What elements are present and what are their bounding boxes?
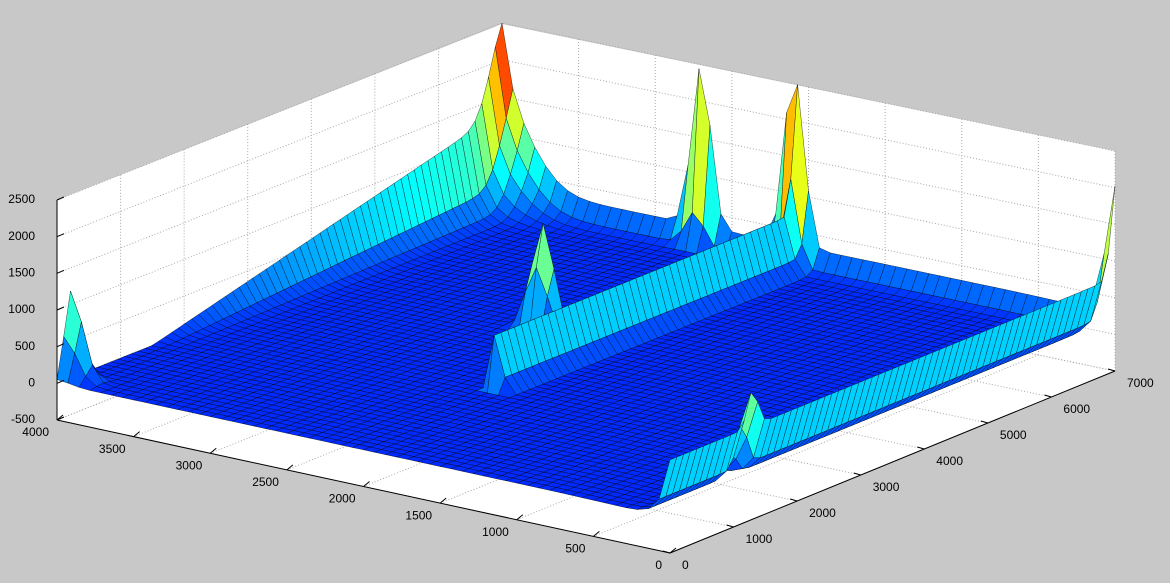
x-tick-label: 2000: [329, 492, 356, 506]
x-tick-label: 2500: [252, 475, 279, 489]
floor-grid-line: [593, 354, 1039, 537]
tick-mark: [56, 343, 65, 348]
back-grid-line: [56, 95, 503, 274]
y-tick-label: 5000: [1000, 428, 1027, 442]
surface: [56, 22, 1116, 510]
z-tick-label: 500: [15, 339, 35, 353]
tick-mark: [56, 269, 65, 274]
tick-mark: [56, 196, 65, 201]
z-tick-label: 1000: [8, 302, 35, 316]
x-tick-label: 1500: [405, 508, 432, 522]
z-tick-label: 2500: [8, 192, 35, 206]
tick-labels: 0 500 1000 1500 2000 2500 3000 3500 4000 0 1000 200…: [8, 192, 1154, 572]
y-tick-label: 7000: [1127, 376, 1154, 390]
tick-mark: [56, 306, 65, 311]
tick-mark: [56, 416, 65, 421]
x-tick-label: 4000: [22, 425, 49, 439]
tick-mark: [593, 530, 600, 537]
back-grid-line: [56, 59, 503, 238]
tick-mark: [56, 233, 65, 238]
tick-mark: [209, 447, 217, 454]
back-grid-line: [56, 22, 503, 201]
tick-mark: [790, 498, 798, 502]
z-tick-label: -500: [11, 412, 35, 426]
tick-mark: [669, 547, 677, 554]
y-tick-label: 1000: [746, 532, 773, 546]
tick-mark: [853, 472, 861, 476]
tick-mark: [917, 446, 925, 450]
tick-mark: [363, 481, 370, 487]
tick-mark: [516, 514, 524, 521]
tick-mark: [56, 379, 65, 384]
surface-patch: [658, 456, 677, 500]
tick-mark: [286, 464, 294, 471]
y-tick-label: 2000: [809, 506, 836, 520]
y-axis-line: [669, 370, 1116, 554]
x-tick-label: 0: [655, 558, 662, 572]
y-tick-label: 3000: [873, 480, 900, 494]
x-tick-label: 1000: [482, 525, 509, 539]
tick-mark: [439, 497, 447, 504]
z-tick-label: 0: [28, 375, 35, 389]
tick-mark: [726, 524, 734, 528]
x-tick-label: 3500: [99, 442, 126, 456]
x-tick-label: 500: [565, 542, 585, 556]
y-tick-label: 4000: [936, 454, 963, 468]
x-tick-label: 3000: [176, 458, 203, 472]
z-tick-label: 1500: [8, 265, 35, 279]
tick-mark: [1107, 368, 1116, 372]
z-tick-label: 2000: [8, 229, 35, 243]
tick-mark: [662, 550, 671, 554]
tick-marks: [56, 196, 1116, 554]
y-tick-label: 0: [682, 558, 689, 572]
tick-mark: [1044, 394, 1052, 398]
y-tick-label: 6000: [1063, 402, 1090, 416]
tick-mark: [980, 420, 988, 424]
tick-mark: [133, 431, 140, 438]
back-wall-left: [57, 24, 502, 420]
